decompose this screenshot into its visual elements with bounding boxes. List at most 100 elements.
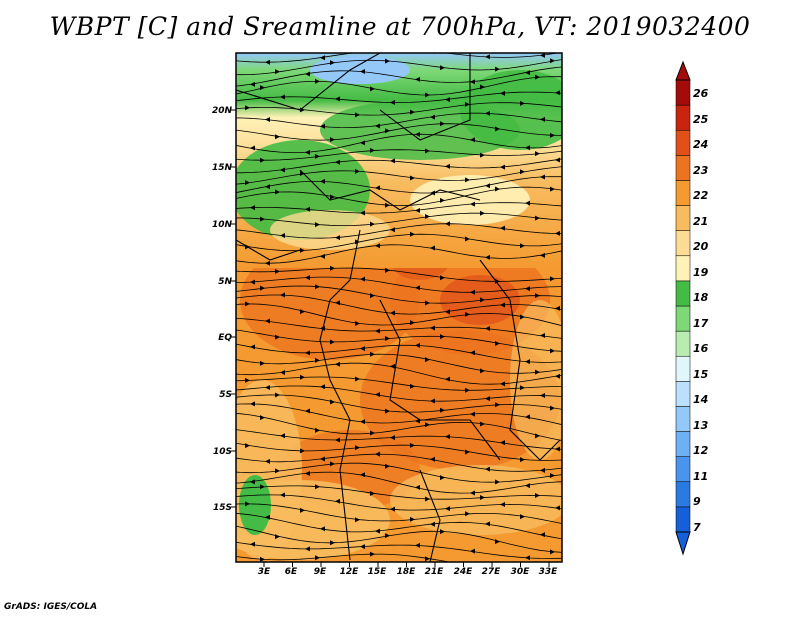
lon-label-6e: 6E — [284, 567, 298, 577]
streamline-arrow — [430, 325, 435, 331]
streamline-arrow — [330, 60, 335, 66]
streamline-arrow — [260, 216, 265, 222]
streamline-arrow — [280, 94, 285, 100]
lat-label-15n: 15N — [211, 163, 232, 173]
streamline-arrow — [330, 461, 335, 467]
lat-label-10n: 10N — [211, 220, 232, 230]
streamline-arrow — [265, 184, 270, 190]
streamline-arrow — [425, 92, 430, 98]
streamline-arrow — [390, 363, 395, 369]
streamline-arrow — [520, 385, 525, 391]
lon-label-3e: 3E — [257, 567, 271, 577]
lon-label-33e: 33E — [538, 567, 558, 577]
streamline-arrow — [280, 232, 285, 238]
streamline-arrow — [315, 427, 320, 433]
streamline-arrow — [335, 498, 340, 504]
streamline-arrow — [525, 286, 530, 292]
streamline — [236, 176, 562, 194]
streamline-arrow — [540, 532, 545, 538]
streamline-arrow — [430, 521, 435, 527]
streamlines — [236, 53, 562, 562]
streamline-arrow — [355, 112, 360, 118]
streamline-arrow — [375, 328, 380, 334]
streamline-arrow — [315, 78, 320, 84]
streamline — [236, 453, 562, 472]
streamline-arrow — [335, 300, 340, 306]
streamline-arrow — [495, 278, 500, 284]
streamline — [236, 294, 562, 315]
streamline-arrow — [300, 507, 305, 513]
streamline-arrow — [315, 555, 320, 561]
colorbar-segment — [675, 180, 691, 206]
streamline-arrow — [465, 236, 470, 242]
streamline-arrow — [360, 419, 365, 425]
colorbar-segment — [675, 431, 691, 457]
streamline-arrow — [385, 335, 390, 341]
streamline-arrow — [305, 275, 310, 281]
streamline-arrow — [250, 344, 255, 350]
streamline-arrow — [525, 359, 530, 365]
streamline-arrow — [370, 221, 375, 227]
streamline-arrow — [425, 300, 430, 306]
colorbar-label: 21 — [693, 215, 709, 228]
streamline-arrow — [390, 506, 395, 512]
streamline — [236, 403, 562, 426]
streamline-arrow — [320, 123, 325, 129]
colorbar-label: 7 — [693, 521, 701, 534]
grads-credit: GrADS: IGES/COLA — [4, 602, 98, 612]
streamline-arrow — [370, 430, 375, 436]
streamline-arrow — [300, 374, 305, 380]
lat-label-15s: 15S — [212, 503, 232, 513]
streamline-arrow — [470, 201, 475, 207]
streamline-arrow — [280, 292, 285, 298]
streamline-arrow — [250, 541, 255, 547]
streamline-arrow — [335, 96, 340, 102]
streamline-arrow — [385, 267, 390, 273]
streamline-arrow — [470, 350, 475, 356]
colorbar-segment — [675, 381, 691, 407]
streamline-arrow — [280, 433, 285, 439]
streamline-arrow — [375, 123, 380, 129]
streamline-arrow — [440, 407, 445, 413]
streamline — [236, 202, 562, 214]
streamline-arrow — [555, 90, 560, 96]
streamline-arrow — [540, 53, 545, 58]
streamline-arrow — [480, 495, 485, 501]
colorbar-label: 16 — [693, 342, 709, 355]
streamline-arrow — [540, 252, 545, 258]
streamline — [236, 149, 562, 161]
streamline-arrow — [260, 285, 265, 291]
streamline-arrow — [245, 377, 250, 383]
streamline-arrow — [535, 215, 540, 221]
streamline-arrow — [355, 168, 360, 174]
colorbar-label: 12 — [693, 444, 709, 457]
streamline-arrow — [550, 405, 555, 411]
streamline-arrow — [520, 514, 525, 520]
streamline-arrow — [300, 448, 305, 454]
streamline — [236, 329, 562, 352]
colorbar-label: 14 — [693, 393, 709, 406]
streamline-arrow — [470, 289, 475, 295]
streamline-arrow — [550, 473, 555, 479]
streamline-arrow — [465, 177, 470, 183]
streamline — [236, 212, 562, 226]
streamline-arrow — [500, 164, 505, 170]
streamline-arrow — [250, 81, 255, 87]
streamline-arrow — [485, 466, 490, 472]
streamline-arrow — [495, 126, 500, 132]
streamline — [236, 285, 562, 304]
streamline-arrow — [430, 190, 435, 196]
streamline-arrow — [385, 202, 390, 208]
streamline-arrow — [410, 320, 415, 326]
streamline-arrow — [485, 183, 490, 189]
streamline-arrow — [250, 145, 255, 151]
colorbar-label: 25 — [693, 113, 709, 126]
streamline-arrow — [370, 293, 375, 299]
map-field — [236, 53, 562, 562]
streamline — [236, 267, 562, 282]
streamline-arrow — [550, 348, 555, 354]
streamline-arrow — [355, 517, 360, 523]
streamline — [236, 462, 562, 483]
streamline-arrow — [425, 556, 430, 562]
streamline-arrow — [300, 247, 305, 253]
